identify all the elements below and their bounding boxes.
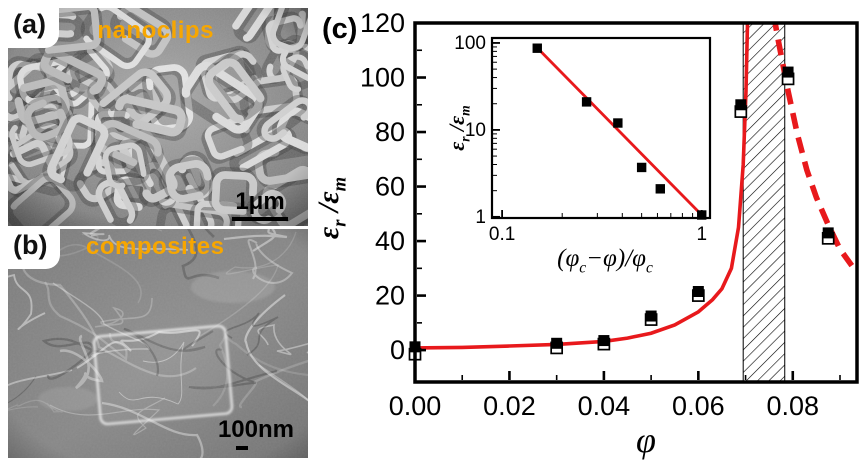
fit-above-threshold-dashed bbox=[772, 23, 855, 268]
svg-text:0.02: 0.02 bbox=[483, 391, 536, 421]
main-axis-ticks: 0.00 0.02 0.04 0.06 0.08 0 20 40 60 80 100 120 bbox=[360, 8, 841, 421]
inset-xlabel: (φc−φ)/φc bbox=[557, 245, 653, 276]
svg-text:0.00: 0.00 bbox=[389, 391, 442, 421]
panel-b-scalebar-text: 100nm bbox=[217, 416, 294, 443]
svg-text:1: 1 bbox=[475, 207, 486, 228]
panel-a-scalebar-text: 1μm bbox=[235, 188, 285, 215]
svg-text:40: 40 bbox=[375, 226, 405, 256]
svg-text:0: 0 bbox=[390, 335, 405, 365]
svg-text:0.1: 0.1 bbox=[489, 224, 515, 245]
panel-b-label: (b) bbox=[8, 229, 61, 269]
svg-text:80: 80 bbox=[375, 117, 405, 147]
panel-b-scalebar-line bbox=[235, 446, 248, 450]
sem-texture-composites bbox=[8, 229, 308, 458]
svg-text:100: 100 bbox=[454, 33, 486, 54]
panel-a-scalebar-line bbox=[232, 217, 288, 221]
main-xlabel: φ bbox=[636, 420, 656, 460]
svg-text:1: 1 bbox=[696, 224, 707, 245]
panel-a-annotation: nanoclips bbox=[97, 17, 214, 44]
permittivity-chart-svg: 0.00 0.02 0.04 0.06 0.08 0 20 40 60 80 100 120 φ εr /… bbox=[312, 8, 859, 460]
panel-b-scalebar: 100nm bbox=[218, 418, 294, 450]
svg-text:120: 120 bbox=[360, 8, 405, 38]
main-ylabel: εr /εm bbox=[312, 177, 351, 239]
hatch-band bbox=[742, 22, 786, 383]
percolation-fit-solid bbox=[415, 23, 750, 350]
svg-text:0.08: 0.08 bbox=[766, 391, 819, 421]
panel-b-annotation: composites bbox=[86, 233, 225, 260]
svg-text:20: 20 bbox=[375, 281, 405, 311]
inset-data-point bbox=[581, 97, 592, 107]
inset-ylabel: εr /εm bbox=[444, 105, 473, 151]
panel-c-label: (c) bbox=[322, 13, 357, 45]
fit-curves bbox=[415, 23, 855, 350]
main-axes-frame bbox=[413, 21, 859, 384]
inset-fit-line bbox=[533, 43, 706, 219]
panel-c-chart: 0.00 0.02 0.04 0.06 0.08 0 20 40 60 80 100 120 φ εr /… bbox=[312, 0, 868, 464]
panel-a-sem-image: (a) nanoclips 1μm bbox=[8, 8, 308, 226]
panel-a-label: (a) bbox=[8, 8, 59, 48]
svg-text:0.06: 0.06 bbox=[672, 391, 725, 421]
inset-frame bbox=[490, 36, 712, 220]
inset-data-point bbox=[613, 118, 623, 128]
inset-data-point bbox=[532, 43, 542, 53]
panel-a-scalebar: 1μm bbox=[232, 190, 288, 221]
sem-texture-nanoclips bbox=[8, 8, 308, 226]
inset-data-point bbox=[655, 184, 665, 194]
inset-data-point bbox=[636, 162, 647, 173]
svg-text:100: 100 bbox=[360, 63, 405, 93]
svg-text:0.04: 0.04 bbox=[578, 391, 631, 421]
svg-text:60: 60 bbox=[375, 172, 405, 202]
svg-text:10: 10 bbox=[465, 120, 486, 141]
panel-b-sem-image: (b) composites 100nm bbox=[8, 229, 308, 458]
